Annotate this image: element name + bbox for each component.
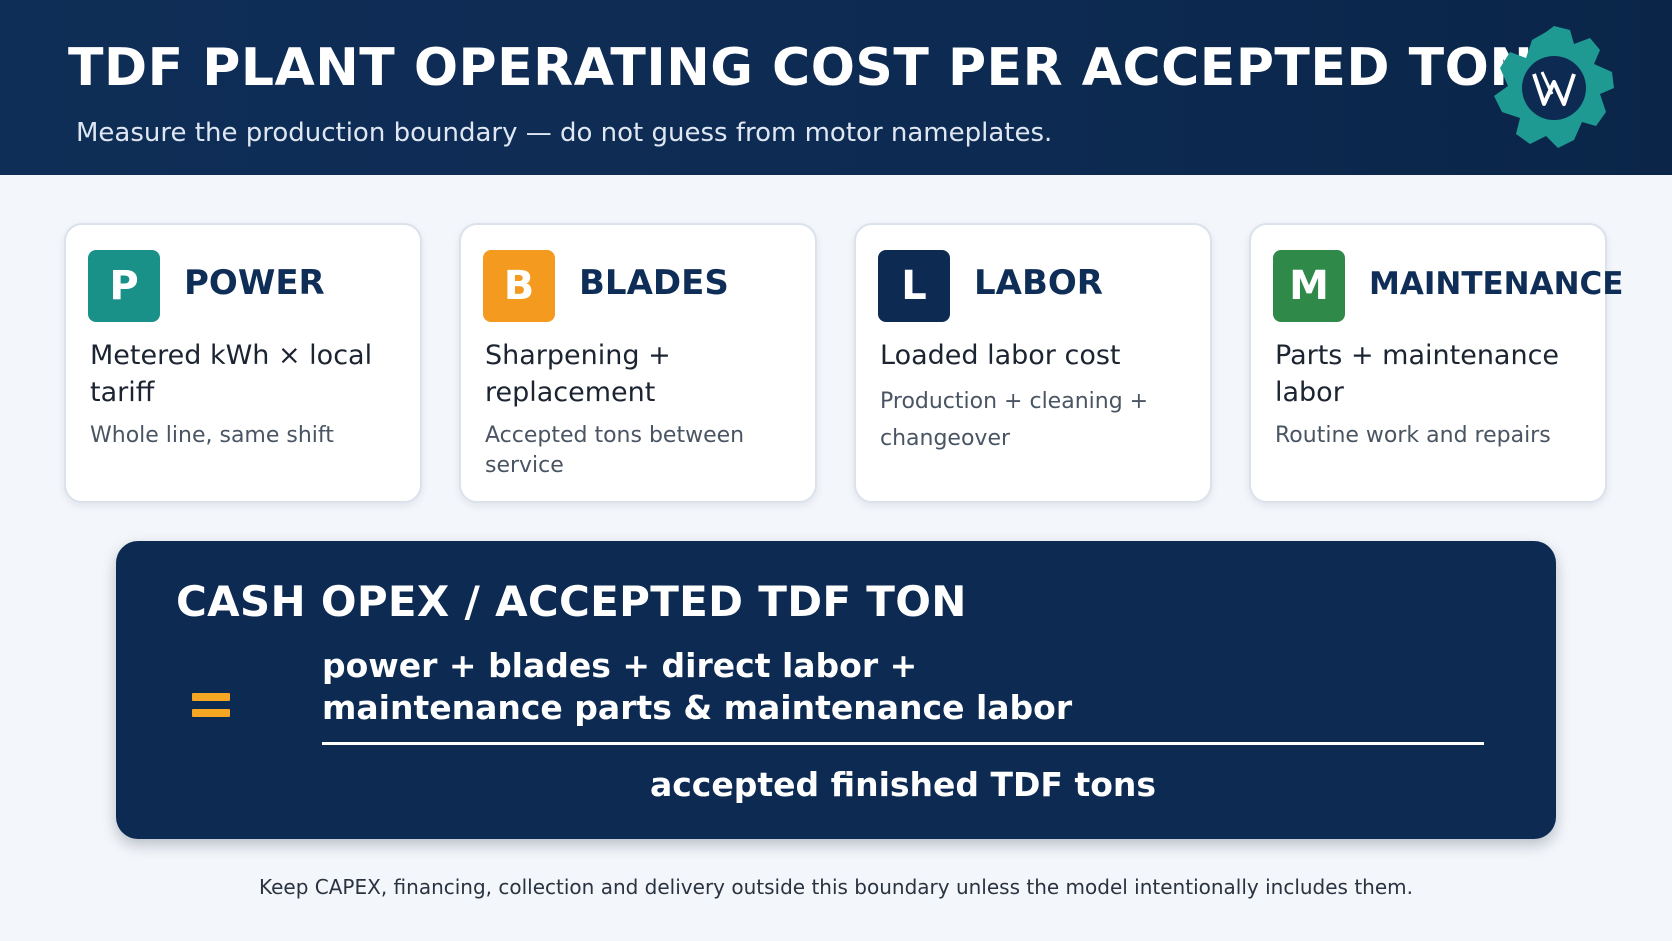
card-heading-power: Metered kWh × local tariff (90, 340, 373, 408)
card-detail-labor: Production + cleaning + changeover (880, 389, 1149, 451)
formula-title: CASH OPEX / ACCEPTED TDF TON (176, 577, 967, 626)
badge-maintenance: M (1273, 250, 1345, 322)
badge-power: P (88, 250, 160, 322)
card-heading-labor: Loaded labor cost (880, 340, 1121, 371)
formula-numerator: power + blades + direct labor + maintena… (322, 645, 1422, 729)
card-blades: B BLADES Sharpening + replacement Accept… (459, 223, 817, 503)
numerator-line-1: power + blades + direct labor + (322, 646, 918, 685)
card-power: P POWER Metered kWh × local tariff Whole… (64, 223, 422, 503)
fraction-bar (322, 742, 1484, 745)
footnote: Keep CAPEX, financing, collection and de… (259, 875, 1413, 899)
page-subtitle: Measure the production boundary — do not… (76, 118, 1053, 148)
card-title-blades: BLADES (579, 263, 729, 303)
page-title: TDF PLANT OPERATING COST PER ACCEPTED TO… (68, 38, 1534, 98)
numerator-line-2: maintenance parts & maintenance labor (322, 688, 1073, 727)
badge-labor: L (878, 250, 950, 322)
formula-panel: CASH OPEX / ACCEPTED TDF TON power + bla… (116, 541, 1556, 839)
badge-blades: B (483, 250, 555, 322)
card-title-labor: LABOR (974, 263, 1103, 303)
card-labor: L LABOR Loaded labor cost Production + c… (854, 223, 1212, 503)
card-detail-blades: Accepted tons between service (485, 423, 745, 478)
card-maintenance: M MAINTENANCE Parts + maintenance labor … (1249, 223, 1623, 503)
header-banner: TDF PLANT OPERATING COST PER ACCEPTED TO… (0, 0, 1672, 175)
equals-sign-icon (192, 693, 230, 719)
card-heading-blades: Sharpening + replacement (485, 340, 671, 408)
card-title-power: POWER (184, 263, 325, 303)
formula-denominator: accepted finished TDF tons (649, 765, 1157, 804)
card-detail-power: Whole line, same shift (90, 423, 334, 448)
card-heading-maintenance: Parts + maintenance labor (1275, 340, 1560, 408)
card-title-maintenance: MAINTENANCE (1369, 266, 1624, 302)
card-detail-maintenance: Routine work and repairs (1275, 423, 1551, 448)
gear-w-logo-icon (1494, 26, 1614, 148)
